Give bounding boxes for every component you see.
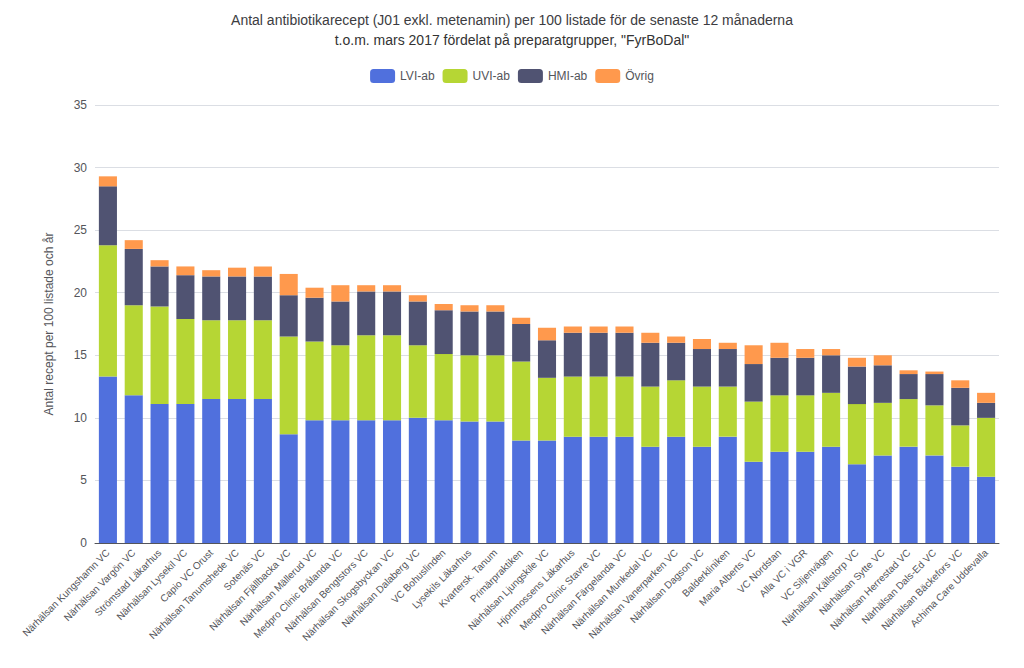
svg-text:Lysekils Läkarhus: Lysekils Läkarhus (409, 547, 474, 611)
svg-text:Kvartersk. Tanum: Kvartersk. Tanum (436, 547, 500, 610)
svg-text:Närhälsan Dals-Ed VC: Närhälsan Dals-Ed VC (859, 547, 939, 626)
svg-text:Alla VC i VGR: Alla VC i VGR (757, 547, 810, 600)
svg-text:Övrig: Övrig (625, 69, 654, 83)
svg-text:Närhälsan Färgelanda VC: Närhälsan Färgelanda VC (539, 547, 629, 637)
svg-text:20: 20 (74, 286, 88, 300)
svg-text:Medpro Clinic Brålanda VC: Medpro Clinic Brålanda VC (251, 547, 345, 641)
svg-text:Antal antibiotikarecept (J01 e: Antal antibiotikarecept (J01 exkl. meten… (231, 12, 793, 28)
svg-text:15: 15 (74, 348, 88, 362)
svg-text:Achima Care Uddevalla: Achima Care Uddevalla (908, 547, 990, 629)
svg-text:Närhälsan Lysekil VC: Närhälsan Lysekil VC (114, 547, 190, 623)
svg-text:10: 10 (74, 411, 88, 425)
svg-text:Närhälsan Dalaberg VC: Närhälsan Dalaberg VC (339, 547, 422, 630)
svg-text:Närhälsan Sytte VC: Närhälsan Sytte VC (816, 547, 887, 617)
svg-text:25: 25 (74, 223, 88, 237)
svg-text:Maria Alberts VC: Maria Alberts VC (696, 547, 758, 608)
svg-text:Närhälsan Tanumshede VC: Närhälsan Tanumshede VC (147, 547, 241, 641)
svg-text:Hjortmossens Läkarhus: Hjortmossens Läkarhus (494, 547, 577, 630)
svg-text:Närhälsan Ljungskile VC: Närhälsan Ljungskile VC (465, 547, 551, 633)
svg-text:0: 0 (80, 536, 87, 550)
svg-text:35: 35 (74, 98, 88, 112)
svg-text:Närhälsan Bäckefors VC: Närhälsan Bäckefors VC (879, 547, 965, 633)
svg-text:Närhälsan Munkedal VC: Närhälsan Munkedal VC (569, 547, 655, 632)
svg-text:Närhälsan Skogsbyckan VC: Närhälsan Skogsbyckan VC (300, 547, 396, 643)
svg-text:Närhälsan Vargön VC: Närhälsan Vargön VC (61, 547, 138, 623)
svg-text:HMI-ab: HMI-ab (548, 69, 588, 83)
svg-text:Antal recept per 100 listade o: Antal recept per 100 listade och år (42, 233, 56, 416)
svg-text:5: 5 (80, 473, 87, 487)
svg-text:Närhälsan Källstorp VC: Närhälsan Källstorp VC (779, 547, 861, 629)
svg-text:Capio VC Orust: Capio VC Orust (157, 547, 216, 605)
svg-text:Närhälsan Mällerud VC: Närhälsan Mällerud VC (237, 547, 319, 628)
svg-text:Närhälsan Vanerparken VC: Närhälsan Vanerparken VC (586, 547, 680, 641)
svg-text:Närhälsan Herrestad VC: Närhälsan Herrestad VC (827, 547, 913, 632)
svg-text:UVI-ab: UVI-ab (473, 69, 511, 83)
svg-text:Medpro Clinic Stavre VC: Medpro Clinic Stavre VC (517, 547, 603, 633)
svg-text:VC Siljenvägen: VC Siljenvägen (778, 547, 835, 604)
svg-text:Sotenäs VC: Sotenäs VC (221, 547, 267, 593)
svg-text:Närhälsan Dagson VC: Närhälsan Dagson VC (627, 547, 706, 626)
svg-text:Strömstad Läkarhus: Strömstad Läkarhus (92, 547, 164, 619)
svg-text:t.o.m. mars 2017 fördelat på p: t.o.m. mars 2017 fördelat på preparatgru… (335, 32, 690, 48)
svg-text:Primärpraktiken: Primärpraktiken (467, 547, 526, 605)
svg-text:Balderkliniken: Balderkliniken (679, 547, 732, 599)
svg-text:LVI-ab: LVI-ab (400, 69, 435, 83)
svg-text:Närhälsan Kungshamn VC: Närhälsan Kungshamn VC (20, 547, 112, 639)
svg-text:Närhälsan Fjällbacka VC: Närhälsan Fjällbacka VC (207, 547, 293, 633)
svg-text:VC Bohuslinden: VC Bohuslinden (389, 547, 448, 606)
svg-text:30: 30 (74, 161, 88, 175)
svg-text:VC Nordstan: VC Nordstan (735, 547, 784, 596)
svg-text:Närhälsan Bengtstors VC: Närhälsan Bengtstors VC (282, 547, 371, 635)
